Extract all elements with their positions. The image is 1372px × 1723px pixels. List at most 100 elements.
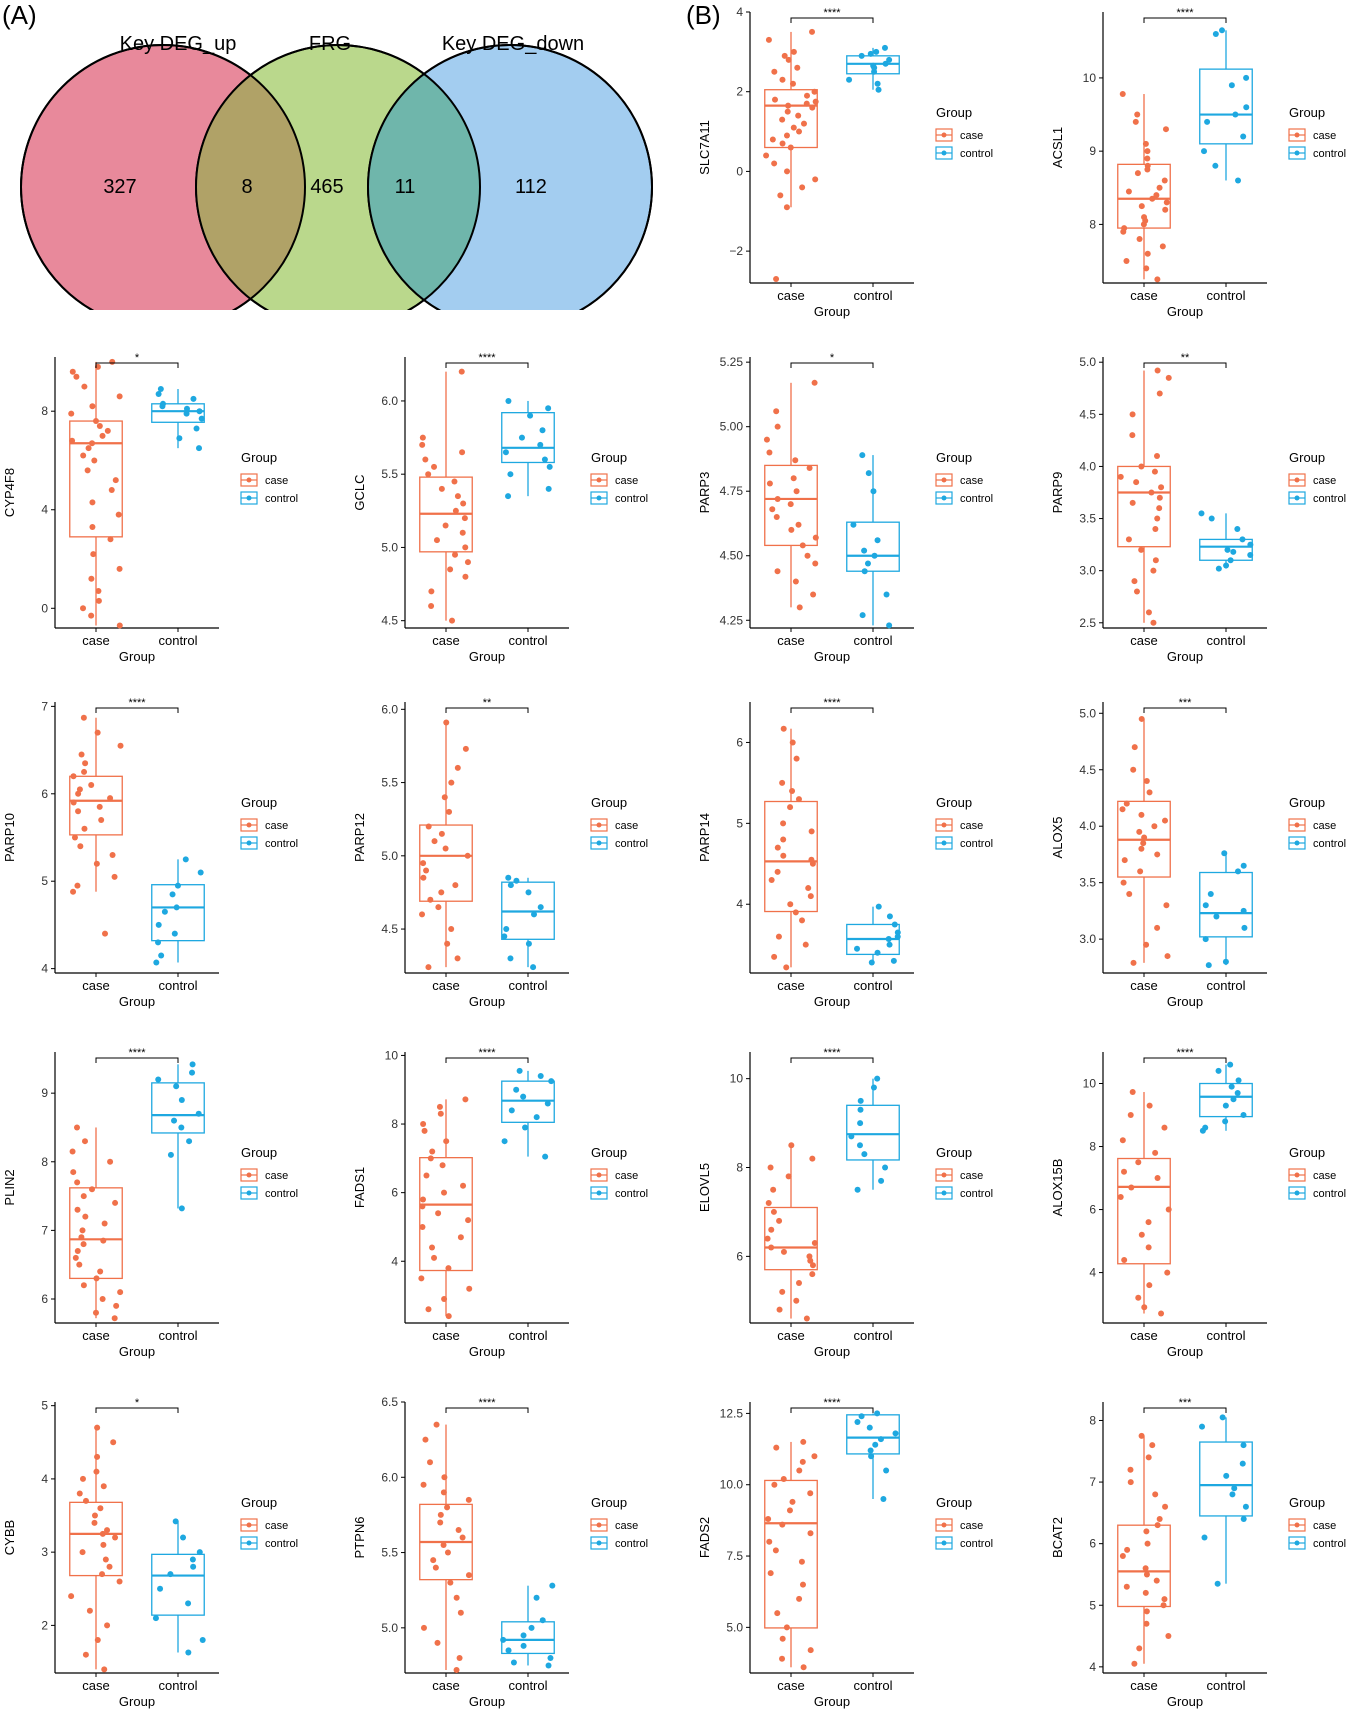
y-axis-label: FADS1	[352, 1167, 367, 1208]
data-point	[774, 568, 781, 575]
data-point	[875, 903, 882, 910]
y-tick-label: 9	[1089, 144, 1096, 158]
y-axis-label: PARP9	[1050, 472, 1065, 514]
data-point	[183, 410, 190, 417]
data-point	[102, 930, 109, 937]
data-point	[787, 901, 794, 908]
y-tick-label: 5	[736, 816, 743, 830]
x-tick-label-control: control	[508, 1678, 547, 1693]
data-point	[462, 544, 469, 551]
data-point	[452, 551, 459, 558]
data-point	[99, 1295, 106, 1302]
y-tick-label: 8	[391, 1117, 398, 1131]
data-point	[459, 529, 466, 536]
data-point	[1161, 1124, 1168, 1131]
data-point	[1240, 907, 1247, 914]
data-point	[1235, 1077, 1242, 1084]
data-point	[419, 911, 426, 918]
data-point	[1152, 1149, 1159, 1156]
x-axis-label: Group	[1167, 649, 1203, 664]
box-case	[763, 379, 819, 611]
data-point	[874, 1075, 881, 1082]
data-point	[196, 408, 203, 415]
data-point	[766, 1538, 773, 1545]
data-point	[155, 939, 162, 946]
data-point	[798, 1558, 805, 1565]
data-point	[1208, 515, 1215, 522]
data-point	[425, 823, 432, 830]
data-point	[1154, 851, 1161, 858]
data-point	[112, 477, 119, 484]
data-point	[1142, 140, 1149, 147]
x-tick-label-control: control	[1206, 978, 1245, 993]
data-point	[464, 852, 471, 859]
data-point	[1136, 1645, 1143, 1652]
data-point	[771, 953, 778, 960]
data-point	[1138, 546, 1145, 553]
data-point	[793, 488, 800, 495]
data-point	[1154, 276, 1161, 283]
data-point	[101, 1220, 108, 1227]
data-point	[79, 1549, 86, 1556]
legend-key-point	[1294, 1522, 1300, 1528]
data-point	[1119, 91, 1126, 98]
legend-title: Group	[591, 450, 627, 465]
data-point	[795, 1280, 802, 1287]
data-point	[189, 1069, 196, 1076]
data-point	[1158, 484, 1165, 491]
legend-key-point	[246, 477, 252, 483]
legend-entry-case: case	[960, 820, 983, 832]
venn-label-down: Key DEG_down	[442, 33, 584, 55]
data-point	[1152, 525, 1159, 532]
data-point	[195, 1110, 202, 1117]
x-axis-label: Group	[814, 1694, 850, 1709]
legend-title: Group	[1289, 105, 1325, 120]
data-point	[108, 487, 115, 494]
data-point	[1150, 619, 1157, 626]
data-point	[1121, 1256, 1128, 1263]
legend-title: Group	[1289, 1495, 1325, 1510]
data-point	[861, 568, 868, 575]
data-point	[80, 1241, 87, 1248]
data-point	[533, 1594, 540, 1601]
data-point	[771, 96, 778, 103]
data-point	[80, 452, 87, 459]
venn-label-up: Key DEG_up	[120, 33, 237, 55]
data-point	[438, 485, 445, 492]
data-point	[1145, 609, 1152, 616]
data-point	[1137, 868, 1144, 875]
iqr-box	[846, 521, 900, 572]
box-control	[1199, 1414, 1253, 1587]
data-point	[875, 86, 882, 93]
legend-key-point	[941, 822, 947, 828]
data-point	[1242, 1503, 1249, 1510]
x-tick-label-case: case	[1130, 978, 1157, 993]
box-control	[846, 1410, 900, 1502]
data-point	[812, 176, 819, 183]
iqr-box	[69, 775, 123, 836]
y-tick-label: 6	[41, 787, 48, 801]
data-point	[444, 1504, 451, 1511]
y-axis-label: ALOX15B	[1050, 1159, 1065, 1217]
x-axis-label: Group	[469, 994, 505, 1009]
data-point	[100, 1541, 107, 1548]
data-point	[81, 1138, 88, 1145]
data-point	[537, 904, 544, 911]
data-point	[788, 1142, 795, 1149]
box-case	[763, 28, 819, 283]
data-point	[525, 889, 532, 896]
box-control	[846, 1075, 900, 1193]
legend-title: Group	[936, 1495, 972, 1510]
data-point	[1146, 1282, 1153, 1289]
legend-key-point	[596, 1190, 602, 1196]
data-point	[783, 204, 790, 211]
data-point	[796, 1467, 803, 1474]
data-point	[1151, 823, 1158, 830]
y-tick-label: 10	[1083, 71, 1097, 85]
data-point	[155, 390, 162, 397]
data-point	[178, 1205, 185, 1212]
data-point	[76, 1261, 83, 1268]
